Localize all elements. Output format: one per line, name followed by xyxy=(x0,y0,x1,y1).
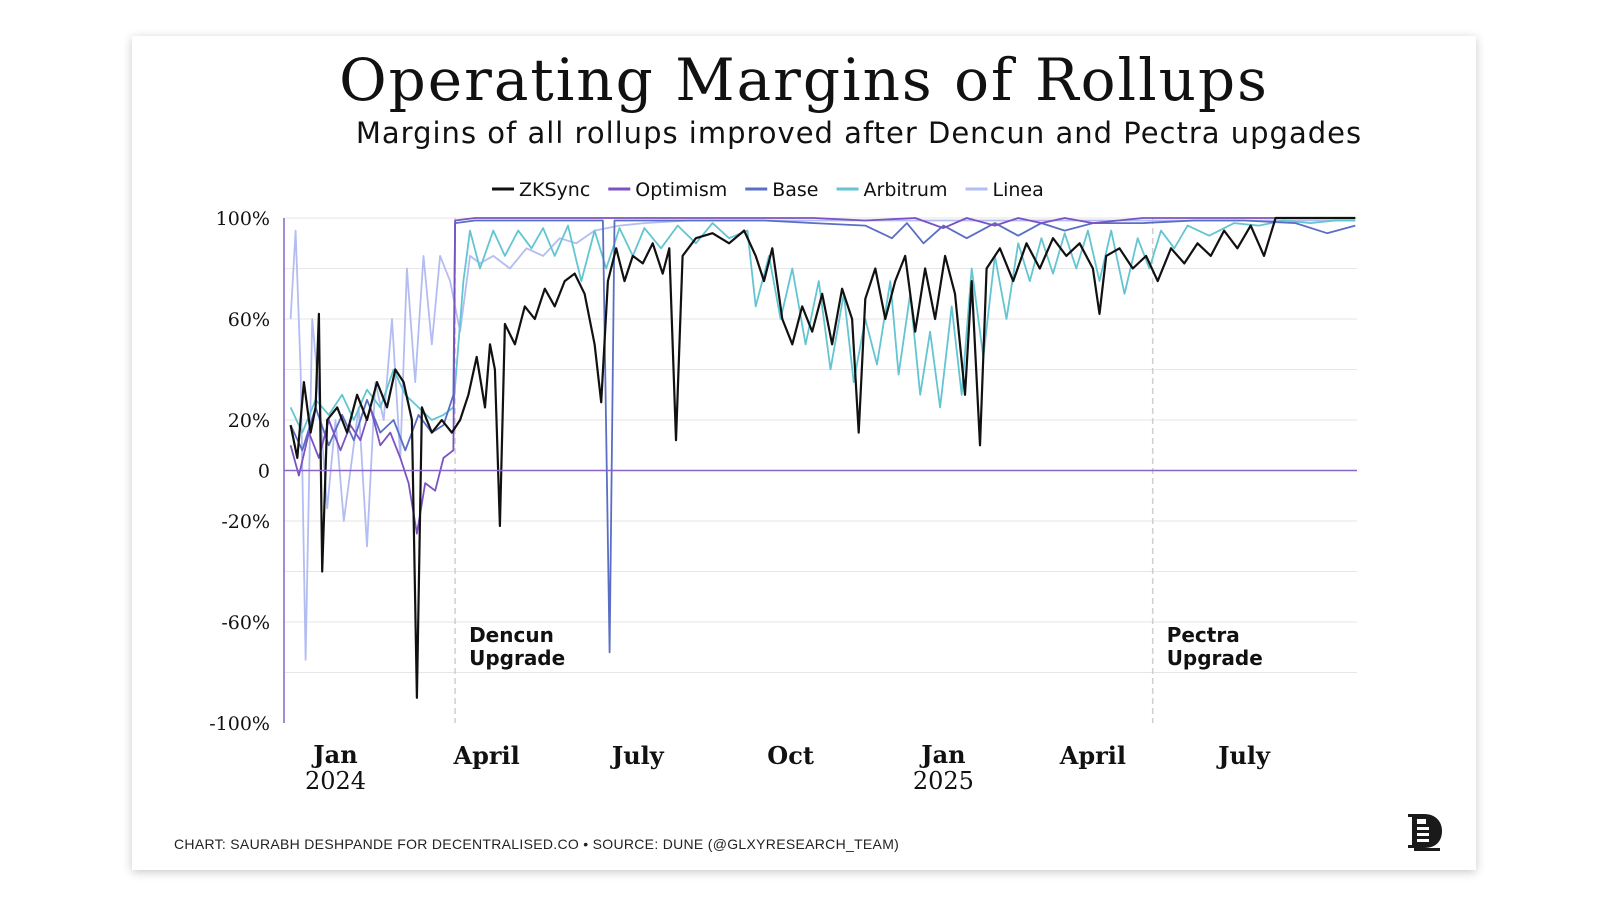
series-lines xyxy=(289,216,1356,699)
chart-card: Operating Margins of Rollups Margins of … xyxy=(132,36,1476,870)
series-line-arbitrum xyxy=(289,219,1356,434)
chart-legend: ZKSync Optimism Base Arbitrum Linea xyxy=(492,179,1044,201)
x-tick-year-label: 2024 xyxy=(305,767,366,795)
x-tick-label: Oct xyxy=(767,741,814,770)
legend-label: Linea xyxy=(992,179,1043,201)
series-line-optimism xyxy=(289,217,1356,535)
annotation-label: Upgrade xyxy=(469,646,565,670)
series-line-linea xyxy=(289,219,1356,661)
y-tick-label: -20% xyxy=(221,511,270,533)
x-tick-label: Jan xyxy=(919,740,965,769)
y-tick-label: 100% xyxy=(216,208,270,230)
gridlines xyxy=(284,217,1357,673)
annotation-label: Dencun xyxy=(469,623,554,647)
x-tick-label: July xyxy=(610,741,665,770)
legend-label: Base xyxy=(772,179,818,201)
annotation-label: Upgrade xyxy=(1167,646,1263,670)
x-tick-label: April xyxy=(453,741,520,770)
legend-label: Optimism xyxy=(635,179,727,201)
x-tick-year-label: 2025 xyxy=(913,767,974,795)
decentralised-co-logo-icon xyxy=(1408,814,1442,851)
series-line-zksync xyxy=(289,216,1356,699)
line-chart: ZKSync Optimism Base Arbitrum Linea 100% 60% 2… xyxy=(209,179,1357,795)
chart-title: Operating Margins of Rollups xyxy=(339,46,1269,114)
legend-label: Arbitrum xyxy=(864,179,948,201)
annotation-label: Pectra xyxy=(1167,623,1240,647)
y-tick-label: 0 xyxy=(258,461,270,483)
x-tick-label: July xyxy=(1216,741,1271,770)
chart-subtitle: Margins of all rollups improved after De… xyxy=(355,116,1363,150)
chart-source-footer: CHART: SAURABH DESHPANDE FOR DECENTRALIS… xyxy=(174,836,900,852)
y-tick-label: 60% xyxy=(228,309,270,331)
y-tick-label: -60% xyxy=(221,612,270,634)
x-tick-label: Jan xyxy=(311,740,357,769)
y-tick-label: 20% xyxy=(228,410,270,432)
legend-label: ZKSync xyxy=(519,179,590,201)
series-line-base xyxy=(289,219,1356,654)
y-tick-label: -100% xyxy=(209,713,270,735)
x-tick-label: April xyxy=(1059,741,1126,770)
